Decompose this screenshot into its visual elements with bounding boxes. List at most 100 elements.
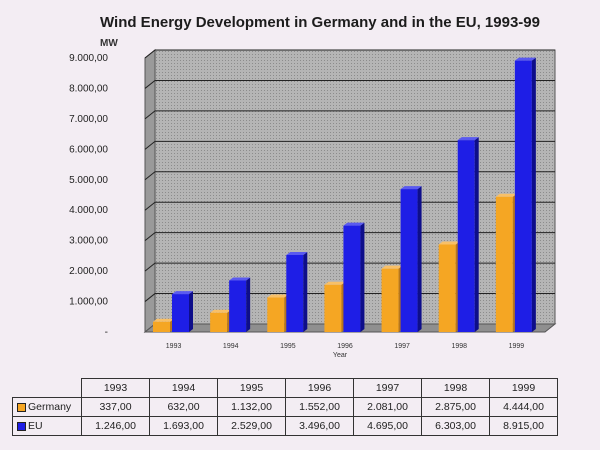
x-tick-label: 1996 (337, 343, 353, 350)
chart-area: 9.000,00 8.000,00 7.000,00 6.000,00 5.000,00… (69, 48, 557, 359)
gridline (144, 140, 555, 150)
bar-top (229, 277, 251, 281)
gridline (144, 79, 555, 89)
bar-eu-1996 (343, 225, 361, 332)
bar-eu-1998 (457, 140, 475, 332)
x-tick-label: 1999 (509, 343, 525, 350)
bar-top (343, 222, 365, 226)
y-tick-label: 8.000,00 (69, 83, 108, 94)
x-tick-label: 1997 (394, 343, 410, 350)
legend-germany: Germany (12, 397, 82, 417)
table-cell: 1.246,00 (81, 416, 150, 436)
table-year-header: 1999 (489, 378, 558, 398)
gridline (144, 232, 555, 242)
table-cell: 3.496,00 (285, 416, 354, 436)
x-tick-label: 1994 (223, 343, 239, 350)
bar-germany-1994 (210, 312, 228, 332)
table-corner (12, 378, 82, 398)
gridline (144, 171, 555, 181)
table-year-header: 1994 (149, 378, 218, 398)
table-cell: 2.081,00 (353, 397, 422, 417)
table-cell: 2.875,00 (421, 397, 490, 417)
bar-eu-1995 (286, 255, 304, 332)
table-cell: 2.529,00 (217, 416, 286, 436)
x-tick-label: 1995 (280, 343, 296, 350)
table-year-header: 1993 (81, 378, 150, 398)
bar-eu-1993 (172, 294, 189, 332)
table-cell: 8.915,00 (489, 416, 558, 436)
bar-top (400, 186, 422, 190)
x-axis-label: Year (333, 352, 348, 359)
gridline (144, 201, 555, 211)
table-row-eu: EU 1.246,00 1.693,00 2.529,00 3.496,00 4… (12, 416, 558, 436)
y-tick-label: - (105, 327, 108, 338)
bar-side (360, 222, 365, 332)
table-cell: 4.695,00 (353, 416, 422, 436)
table-cell: 632,00 (149, 397, 218, 417)
bar-top (381, 265, 403, 269)
bar-eu-1994 (229, 280, 247, 332)
gridline (144, 262, 555, 272)
table-cell: 1.693,00 (149, 416, 218, 436)
chart-title: Wind Energy Development in Germany and i… (100, 14, 540, 31)
bar-top (172, 291, 193, 295)
y-tick-label: 7.000,00 (69, 114, 108, 125)
data-table: 1993 1994 1995 1996 1997 1998 1999 Germa… (12, 378, 558, 436)
table-cell: 337,00 (81, 397, 150, 417)
legend-eu: EU (12, 416, 82, 436)
bar-eu-1999 (514, 60, 532, 333)
bar-germany-1996 (324, 284, 342, 332)
gridline (144, 49, 555, 59)
y-tick-label: 4.000,00 (69, 205, 108, 216)
bar-top (210, 309, 232, 313)
table-year-header: 1995 (217, 378, 286, 398)
table-cell: 6.303,00 (421, 416, 490, 436)
table-year-header: 1997 (353, 378, 422, 398)
gridline (144, 293, 555, 302)
y-axis-ticks: 9.000,00 8.000,00 7.000,00 6.000,00 5.000,00… (69, 53, 108, 338)
bar-side (246, 277, 251, 332)
table-cell: 4.444,00 (489, 397, 558, 417)
table-cell: 1.132,00 (217, 397, 286, 417)
bar-eu-1997 (400, 189, 418, 332)
table-year-header: 1998 (421, 378, 490, 398)
table-cell: 1.552,00 (285, 397, 354, 417)
side-wall (144, 48, 156, 334)
bar-top (514, 57, 536, 61)
bar-side (189, 291, 193, 332)
x-tick-label: 1998 (451, 343, 467, 350)
bar-side (531, 57, 536, 333)
y-tick-label: 9.000,00 (69, 53, 108, 64)
legend-swatch-eu (17, 421, 26, 431)
gridlines (144, 49, 555, 302)
bar-top (324, 281, 346, 285)
bar-top (495, 193, 517, 197)
bar-top (457, 137, 479, 141)
y-tick-label: 6.000,00 (69, 144, 108, 155)
bar-side (303, 252, 308, 332)
table-year-header: 1996 (285, 378, 354, 398)
bar-germany-1995 (267, 297, 285, 332)
table-row-germany: Germany 337,00 632,00 1.132,00 1.552,00 … (12, 397, 558, 417)
legend-label-germany: Germany (28, 401, 72, 413)
bar-germany-1997 (381, 268, 399, 332)
x-tick-label: 1993 (166, 343, 182, 350)
bar-top (267, 294, 289, 298)
y-tick-label: 2.000,00 (69, 266, 108, 277)
bar-side (474, 137, 479, 332)
bar-top (286, 252, 308, 256)
x-axis-ticks: 1993 1994 1995 1996 1997 1998 1999 (166, 343, 525, 350)
y-tick-label: 3.000,00 (69, 236, 108, 247)
bar-top (153, 318, 174, 322)
gridline (144, 110, 555, 120)
bar-germany-1999 (495, 196, 513, 332)
legend-label-eu: EU (28, 420, 43, 432)
y-axis-unit: MW (100, 38, 118, 49)
bar-germany-1993 (153, 321, 170, 332)
bar-germany-1998 (438, 244, 456, 332)
bar-side (417, 186, 422, 332)
legend-swatch-germany (17, 402, 26, 412)
y-tick-label: 1.000,00 (69, 297, 108, 308)
bar-top (438, 241, 460, 245)
table-header-row: 1993 1994 1995 1996 1997 1998 1999 (12, 378, 558, 398)
